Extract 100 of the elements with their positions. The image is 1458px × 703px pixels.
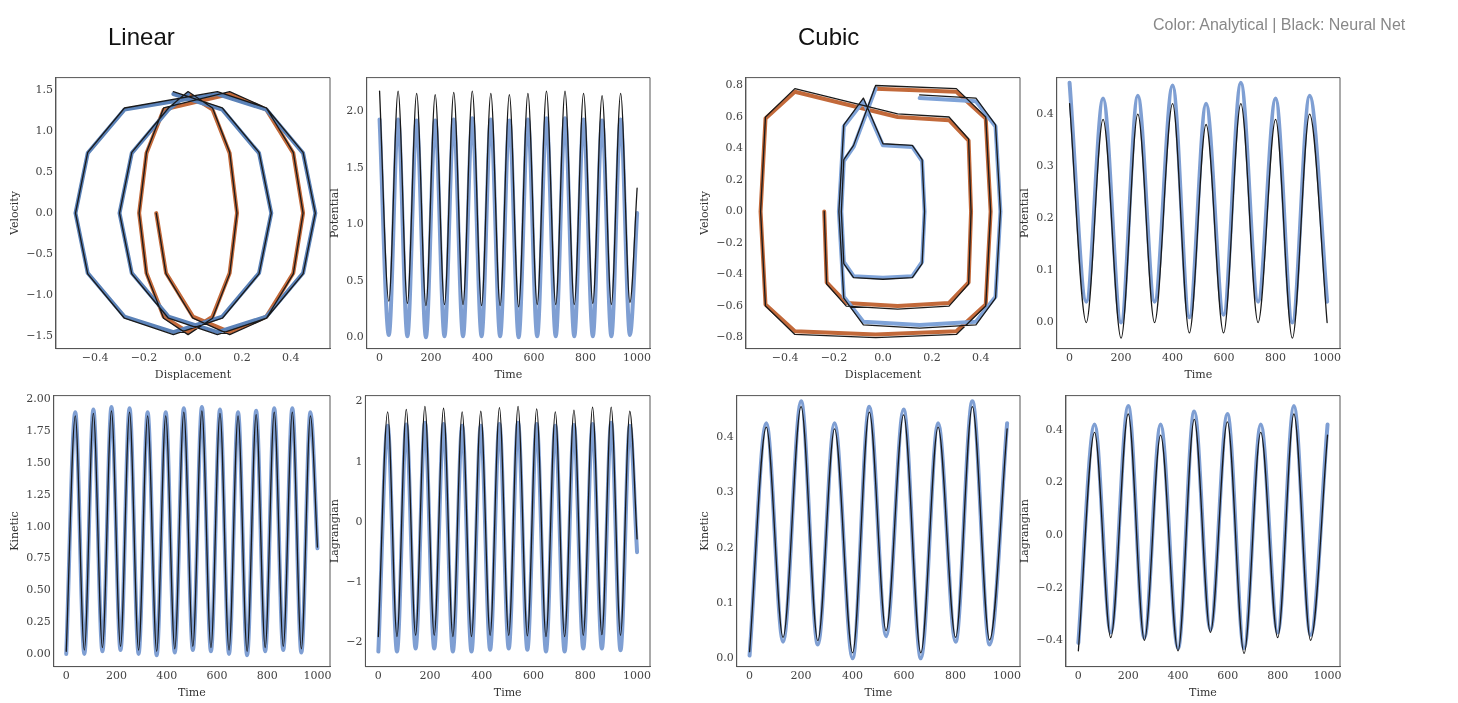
x-tick-label: 800 bbox=[575, 351, 597, 365]
x-tick-label: 800 bbox=[1267, 669, 1289, 683]
x-tick-label: 200 bbox=[790, 669, 812, 683]
y-axis-title: Lagrangian bbox=[328, 499, 342, 564]
x-tick-label: 600 bbox=[1217, 669, 1239, 683]
x-tick-label: 200 bbox=[105, 669, 127, 683]
x-axis-title: Time bbox=[1189, 686, 1217, 700]
x-axis-title: Time bbox=[1184, 368, 1213, 382]
x-tick-label: 0 bbox=[746, 669, 754, 683]
x-tick-label: 1000 bbox=[1313, 351, 1342, 365]
x-tick-label: 0.2 bbox=[233, 351, 251, 365]
x-tick-label: 600 bbox=[523, 351, 545, 365]
y-tick-label: 0.0 bbox=[1036, 315, 1054, 329]
y-tick-label: 0.0 bbox=[35, 205, 53, 219]
y-tick-label: 0.4 bbox=[1036, 106, 1054, 120]
x-tick-label: 0 bbox=[1074, 669, 1082, 683]
y-tick-label: 0.5 bbox=[35, 164, 53, 178]
x-tick-label: 200 bbox=[1110, 351, 1132, 365]
y-tick-label: 0.4 bbox=[716, 429, 734, 443]
y-tick-label: 1.50 bbox=[26, 455, 51, 469]
x-tick-label: 0 bbox=[62, 669, 70, 683]
y-tick-label: 1.5 bbox=[346, 160, 364, 174]
x-axis-title: Time bbox=[864, 686, 893, 700]
y-tick-label: −1 bbox=[346, 575, 363, 589]
y-axis-title: Kinetic bbox=[698, 511, 712, 551]
x-tick-label: 1000 bbox=[993, 669, 1022, 683]
y-tick-label: 0.2 bbox=[1045, 475, 1063, 489]
y-tick-label: −0.8 bbox=[716, 330, 743, 344]
y-tick-label: −0.6 bbox=[716, 298, 743, 312]
x-tick-label: 200 bbox=[419, 669, 441, 683]
y-tick-label: 2 bbox=[355, 394, 363, 408]
y-tick-label: −1.0 bbox=[26, 288, 53, 302]
x-tick-label: 400 bbox=[472, 351, 494, 365]
y-tick-label: 2.0 bbox=[346, 104, 364, 118]
y-tick-label: 1.5 bbox=[35, 82, 53, 96]
x-tick-label: 600 bbox=[1213, 351, 1235, 365]
y-tick-label: 0.5 bbox=[346, 273, 364, 287]
x-tick-label: 400 bbox=[471, 669, 493, 683]
x-tick-label: 400 bbox=[842, 669, 864, 683]
x-tick-label: 400 bbox=[1162, 351, 1184, 365]
y-tick-label: 0.75 bbox=[26, 551, 51, 565]
text: Color: Analytical | Black: Neural Net bbox=[1153, 16, 1406, 34]
y-tick-label: 0.6 bbox=[725, 109, 743, 123]
y-axis-title: Lagrangian bbox=[1018, 499, 1032, 564]
x-tick-label: 800 bbox=[945, 669, 967, 683]
y-tick-label: 0.1 bbox=[716, 595, 734, 609]
y-tick-label: 0.4 bbox=[1045, 422, 1063, 436]
x-axis-title: Time bbox=[177, 686, 206, 700]
y-tick-label: 0.8 bbox=[725, 78, 743, 92]
y-tick-label: 0.3 bbox=[1036, 159, 1054, 173]
x-tick-label: −0.2 bbox=[820, 351, 848, 365]
x-tick-label: 800 bbox=[256, 669, 278, 683]
x-tick-label: 600 bbox=[893, 669, 915, 683]
x-tick-label: 1000 bbox=[623, 351, 652, 365]
x-tick-label: 400 bbox=[1167, 669, 1189, 683]
y-tick-label: 1.0 bbox=[346, 217, 364, 231]
y-tick-label: −2 bbox=[346, 635, 363, 649]
x-tick-label: 0 bbox=[376, 351, 384, 365]
y-tick-label: 0 bbox=[355, 514, 363, 528]
y-tick-label: −0.5 bbox=[26, 247, 53, 261]
x-tick-label: 800 bbox=[1265, 351, 1287, 365]
y-axis-title: Potential bbox=[1018, 187, 1032, 238]
x-tick-label: −0.4 bbox=[771, 351, 799, 365]
y-tick-label: 0.0 bbox=[725, 204, 743, 218]
y-tick-label: 0.1 bbox=[1036, 263, 1054, 277]
y-tick-label: 1.00 bbox=[26, 519, 51, 533]
x-axis-title: Time bbox=[493, 686, 522, 700]
y-tick-label: 1.75 bbox=[26, 424, 51, 438]
x-tick-label: 400 bbox=[156, 669, 178, 683]
y-tick-label: 0.2 bbox=[1036, 211, 1054, 225]
y-tick-label: −0.4 bbox=[716, 267, 743, 281]
x-tick-label: 600 bbox=[206, 669, 228, 683]
x-tick-label: 0.2 bbox=[923, 351, 941, 365]
x-tick-label: 0 bbox=[374, 669, 382, 683]
y-tick-label: 0.0 bbox=[716, 651, 734, 665]
y-axis-title: Potential bbox=[328, 187, 342, 238]
x-tick-label: 0.4 bbox=[282, 351, 300, 365]
x-tick-label: 0 bbox=[1066, 351, 1074, 365]
y-tick-label: −0.2 bbox=[716, 235, 743, 249]
x-tick-label: 800 bbox=[574, 669, 596, 683]
x-axis-title: Displacement bbox=[844, 368, 922, 382]
y-tick-label: 0.00 bbox=[26, 646, 51, 660]
y-tick-label: 0.2 bbox=[725, 172, 743, 186]
y-tick-label: 1.25 bbox=[26, 487, 51, 501]
y-tick-label: 2.00 bbox=[26, 392, 51, 406]
x-tick-label: 0.0 bbox=[874, 351, 892, 365]
y-tick-label: 0.3 bbox=[716, 485, 734, 499]
x-axis-title: Time bbox=[494, 368, 523, 382]
y-tick-label: −1.5 bbox=[26, 329, 53, 343]
x-tick-label: 0.4 bbox=[972, 351, 990, 365]
x-tick-label: 1000 bbox=[303, 669, 332, 683]
x-tick-label: 200 bbox=[420, 351, 442, 365]
x-tick-label: 1000 bbox=[1313, 669, 1342, 683]
x-axis-title: Displacement bbox=[154, 368, 232, 382]
x-tick-label: 0.0 bbox=[184, 351, 202, 365]
y-axis-title: Kinetic bbox=[8, 511, 22, 551]
y-tick-label: 0.2 bbox=[716, 540, 734, 554]
y-tick-label: 0.0 bbox=[1045, 527, 1063, 541]
x-tick-label: 1000 bbox=[623, 669, 652, 683]
y-tick-label: −0.4 bbox=[1036, 633, 1063, 647]
